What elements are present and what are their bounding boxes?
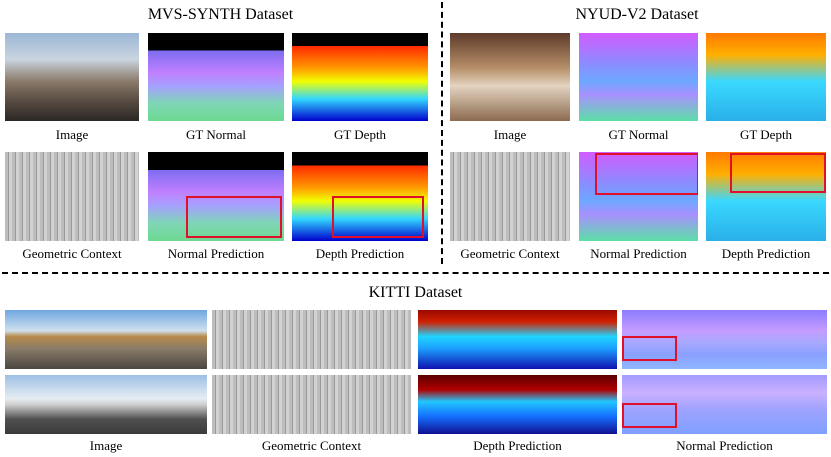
mvs-caption-normal-prediction: Normal Prediction (167, 246, 265, 261)
mvs-depth-prediction (292, 152, 428, 241)
kitti-geometric-context-1 (212, 310, 411, 369)
nyud-caption-image: Image (493, 127, 527, 142)
mvs-normal-highlight-box (186, 196, 282, 238)
kitti-depth-prediction-1 (418, 310, 617, 369)
mvs-gt-normal (148, 33, 284, 121)
mvs-caption-geometric-context: Geometric Context (22, 246, 122, 261)
nyud-v2-title: NYUD-V2 Dataset (575, 6, 699, 23)
horizontal-separator (2, 272, 829, 274)
kitti-depth-prediction-2 (418, 375, 617, 434)
mvs-geometric-context (5, 152, 139, 241)
mvs-caption-gt-depth: GT Depth (333, 127, 387, 142)
kitti-caption-normal-prediction: Normal Prediction (676, 438, 773, 453)
kitti-geometric-context-2 (212, 375, 411, 434)
nyud-caption-normal-prediction: Normal Prediction (590, 246, 687, 261)
nyud-caption-gt-normal: GT Normal (608, 127, 669, 142)
nyud-depth-prediction (706, 152, 826, 241)
nyud-depth-highlight-box (730, 153, 826, 193)
nyud-caption-gt-depth: GT Depth (739, 127, 793, 142)
nyud-gt-depth (706, 33, 826, 121)
kitti-caption-image: Image (89, 438, 123, 453)
kitti-image-2 (5, 375, 207, 434)
kitti-normal-prediction-1 (622, 310, 827, 369)
mvs-depth-highlight-box (332, 196, 424, 238)
kitti-normal-highlight-box-1 (622, 336, 677, 361)
kitti-normal-highlight-box-2 (622, 403, 677, 428)
kitti-caption-geometric-context: Geometric Context (261, 438, 362, 453)
mvs-caption-image: Image (55, 127, 89, 142)
nyud-caption-depth-prediction: Depth Prediction (721, 246, 811, 261)
nyud-normal-highlight-box (595, 153, 698, 195)
nyud-image (450, 33, 570, 121)
mvs-caption-depth-prediction: Depth Prediction (315, 246, 405, 261)
kitti-image-1 (5, 310, 207, 369)
mvs-caption-gt-normal: GT Normal (185, 127, 247, 142)
kitti-normal-prediction-2 (622, 375, 827, 434)
kitti-title: KITTI Dataset (368, 284, 463, 301)
mvs-synth-title: MVS-SYNTH Dataset (147, 6, 294, 23)
nyud-geometric-context (450, 152, 570, 241)
mvs-image (5, 33, 139, 121)
kitti-caption-depth-prediction: Depth Prediction (473, 438, 562, 453)
mvs-normal-prediction (148, 152, 284, 241)
nyud-normal-prediction (579, 152, 698, 241)
nyud-gt-normal (579, 33, 698, 121)
vertical-separator (441, 2, 443, 264)
mvs-gt-depth (292, 33, 428, 121)
nyud-caption-geometric-context: Geometric Context (460, 246, 560, 261)
